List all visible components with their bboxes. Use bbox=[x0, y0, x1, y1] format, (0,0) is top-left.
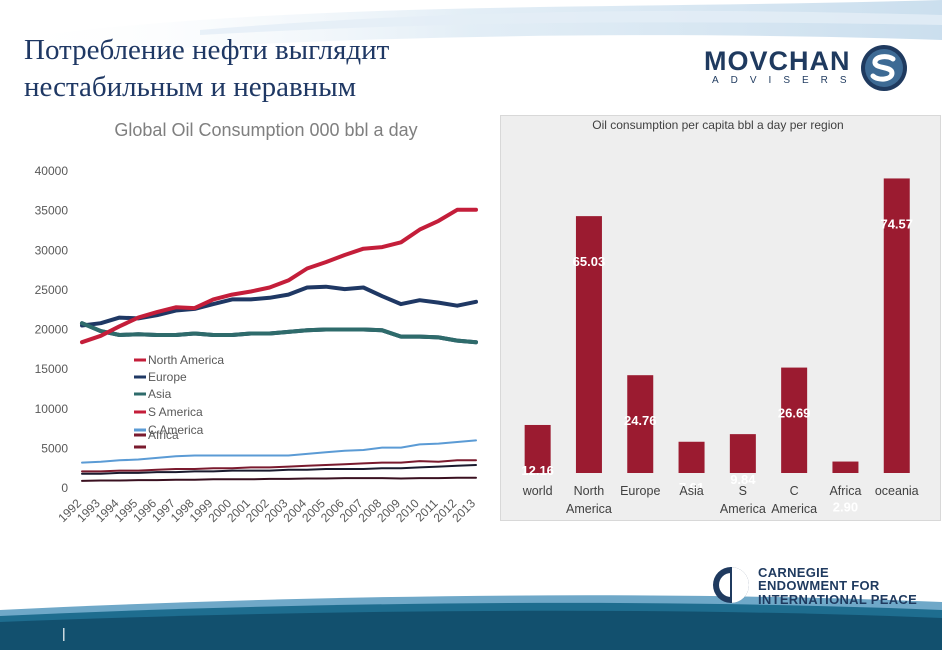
y-tick-label: 10000 bbox=[35, 402, 69, 416]
bar-chart: Oil consumption per capita bbl a day per… bbox=[521, 118, 919, 516]
bar-value-label: 74.57 bbox=[880, 216, 913, 231]
category-label: America bbox=[566, 502, 612, 516]
series-line-north-america bbox=[80, 284, 478, 328]
bar bbox=[575, 216, 602, 473]
logo-s-icon bbox=[861, 45, 907, 91]
category-label: North bbox=[574, 484, 605, 498]
page-title: Потребление нефти выглядит нестабильным … bbox=[24, 34, 390, 103]
category-label: S bbox=[739, 484, 747, 498]
legend-label: S America bbox=[148, 405, 203, 419]
carnegie-line3: INTERNATIONAL PEACE bbox=[758, 591, 918, 607]
legend-label: Africa bbox=[148, 428, 179, 442]
bar bbox=[627, 375, 654, 473]
bar-chart-panel bbox=[500, 115, 941, 521]
footer-band bbox=[0, 595, 942, 650]
legend-label: C America bbox=[148, 423, 204, 437]
bar bbox=[729, 434, 756, 473]
logo-brand: MOVCHAN bbox=[704, 46, 851, 76]
y-tick-label: 0 bbox=[61, 481, 68, 495]
series-line-africa bbox=[81, 459, 477, 473]
bar bbox=[524, 424, 551, 473]
movchan-logo: MOVCHAN ADVISERS bbox=[704, 44, 916, 92]
carnegie-mark-icon bbox=[713, 567, 749, 603]
bar-value-label: 65.03 bbox=[573, 254, 606, 269]
legend-label: Asia bbox=[148, 387, 172, 401]
bar-value-label: 24.76 bbox=[624, 413, 657, 428]
carnegie-logo: CARNEGIE ENDOWMENT FOR INTERNATIONAL PEA… bbox=[712, 566, 932, 606]
line-chart-title: Global Oil Consumption 000 bbl a day bbox=[114, 120, 417, 140]
y-tick-label: 15000 bbox=[35, 362, 69, 376]
bar bbox=[678, 441, 705, 473]
x-tick-label: 2013 bbox=[449, 496, 478, 525]
bar-value-label: 9.84 bbox=[730, 472, 756, 487]
category-label: Europe bbox=[620, 484, 660, 498]
carnegie-line2: ENDOWMENT FOR bbox=[758, 578, 880, 594]
logo-sub: ADVISERS bbox=[712, 75, 859, 86]
series-line-oceania bbox=[81, 476, 477, 482]
category-label: world bbox=[522, 484, 553, 498]
bar-chart-title: Oil consumption per capita bbl a day per… bbox=[592, 118, 843, 132]
header-swoosh bbox=[0, 0, 942, 60]
series-line-c-america bbox=[81, 439, 477, 464]
y-tick-label: 35000 bbox=[35, 204, 69, 218]
series-line-s-america bbox=[80, 207, 478, 345]
y-tick-label: 20000 bbox=[35, 323, 69, 337]
bar-value-label: 12.16 bbox=[521, 463, 554, 478]
bar bbox=[883, 178, 910, 474]
bar bbox=[832, 461, 859, 473]
y-tick-label: 5000 bbox=[41, 441, 68, 455]
page-number: | bbox=[62, 625, 66, 641]
category-label: Asia bbox=[679, 484, 703, 498]
bar-value-label: 2.90 bbox=[833, 500, 858, 515]
category-label: C bbox=[790, 484, 799, 498]
series-line-unlabeled bbox=[81, 464, 477, 475]
y-tick-label: 40000 bbox=[35, 164, 69, 178]
bar bbox=[781, 367, 808, 473]
category-label: America bbox=[720, 502, 766, 516]
legend-label: North America bbox=[148, 353, 224, 367]
y-tick-label: 25000 bbox=[35, 283, 69, 297]
carnegie-line1: CARNEGIE bbox=[758, 565, 830, 580]
bar-value-label: 7.91 bbox=[679, 480, 704, 495]
category-label: Africa bbox=[829, 484, 861, 498]
category-label: oceania bbox=[875, 484, 919, 498]
bar-value-label: 26.69 bbox=[778, 406, 811, 421]
legend-label: Europe bbox=[148, 370, 187, 384]
series-line-asia bbox=[80, 321, 478, 345]
line-chart: Global Oil Consumption 000 bbl a day 4000… bbox=[35, 120, 479, 525]
y-tick-label: 30000 bbox=[35, 243, 69, 257]
category-label: America bbox=[771, 502, 817, 516]
